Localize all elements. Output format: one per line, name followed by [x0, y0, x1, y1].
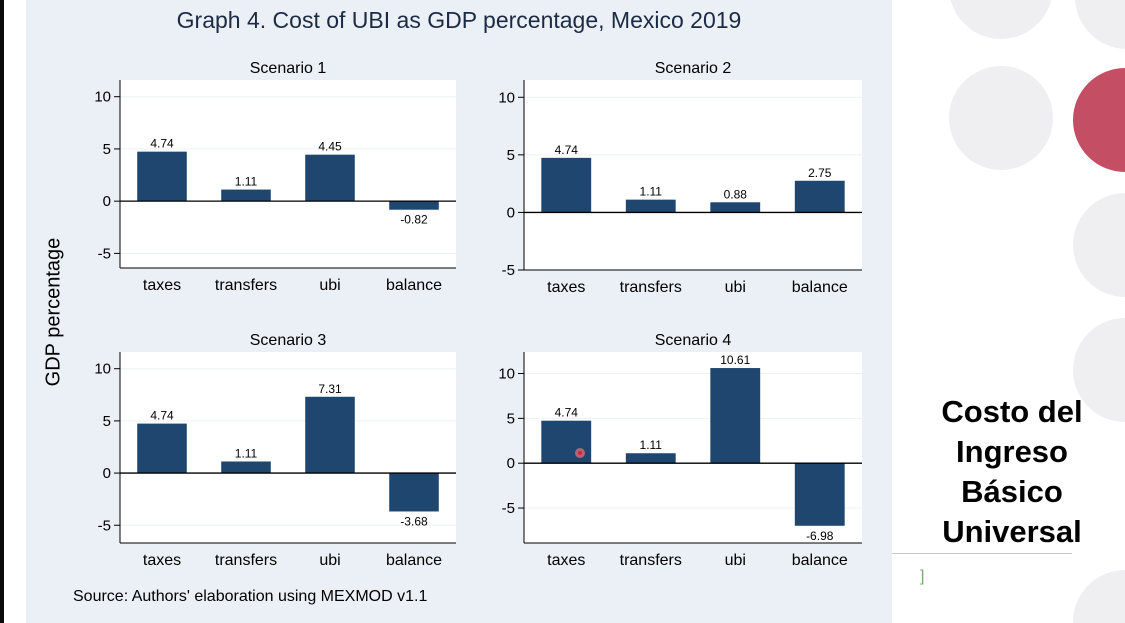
x-tick-label: balance	[792, 279, 848, 296]
x-tick-label: balance	[386, 552, 442, 569]
bar	[221, 189, 271, 202]
panel-title: Scenario 2	[655, 60, 732, 77]
x-tick-label: ubi	[725, 552, 746, 569]
bar	[710, 368, 761, 464]
y-tick-label: -5	[502, 500, 515, 517]
x-tick-label: taxes	[143, 277, 181, 294]
panel-title: Scenario 4	[655, 332, 732, 349]
x-tick-label: balance	[386, 277, 442, 294]
window-edge	[0, 0, 4, 623]
y-tick-label: 10	[94, 89, 111, 106]
bar	[541, 420, 592, 464]
bar-value-label: 2.75	[808, 166, 832, 180]
y-tick-label: -5	[98, 517, 111, 534]
x-tick-label: transfers	[215, 277, 277, 294]
x-tick-label: transfers	[620, 552, 682, 569]
bar-value-label: 1.11	[235, 446, 258, 460]
bar	[389, 201, 439, 210]
bar-value-label: 1.11	[640, 438, 663, 452]
sidebar-mark: ]	[920, 568, 925, 585]
bar-value-label: -0.82	[400, 213, 428, 227]
y-tick-label: 0	[103, 465, 111, 482]
bar	[625, 199, 676, 213]
y-tick-label: 5	[507, 410, 515, 427]
bar-value-label: 0.88	[724, 187, 748, 201]
y-tick-label: 0	[507, 204, 515, 221]
y-tick-label: 0	[507, 455, 515, 472]
bar-value-label: 7.31	[318, 382, 342, 396]
sidebar-decoration: Costo del Ingreso Básico Universal ]	[892, 0, 1125, 623]
bar-value-label: 1.11	[235, 175, 258, 189]
y-tick-label: 0	[103, 193, 111, 210]
decor-circle	[1075, 0, 1125, 49]
source-note: Source: Authors' elaboration using MEXMO…	[73, 588, 428, 605]
bar-value-label: 4.74	[150, 409, 174, 423]
bar-value-label: 4.45	[318, 140, 342, 154]
sidebar-title-line: Costo del	[941, 394, 1083, 429]
bar	[389, 473, 439, 512]
sidebar-title: Costo del Ingreso Básico Universal	[912, 392, 1112, 552]
x-tick-label: taxes	[547, 552, 585, 569]
x-tick-label: transfers	[620, 279, 682, 296]
x-tick-label: taxes	[143, 552, 181, 569]
y-tick-label: 5	[507, 147, 515, 164]
bar	[221, 461, 271, 474]
bar	[541, 157, 592, 213]
bar	[137, 151, 187, 202]
bar	[794, 463, 845, 526]
bar	[794, 180, 845, 213]
y-tick-label: -5	[98, 245, 111, 262]
bar-value-label: 4.74	[150, 137, 174, 151]
sidebar-title-line: Ingreso	[956, 434, 1068, 469]
x-tick-label: transfers	[215, 552, 277, 569]
sidebar-divider	[892, 553, 1072, 554]
bar-value-label: -3.68	[400, 514, 428, 528]
charts-canvas: Scenario 1 4.74 taxes 1.11 transfers 4.45 ubi -…	[94, 60, 862, 569]
decor-circle-accent	[1073, 68, 1125, 172]
panel-title: Scenario 1	[250, 60, 327, 77]
bar	[710, 202, 761, 213]
bar	[305, 396, 355, 474]
cursor-indicator-dot	[578, 451, 582, 455]
bar-value-label: 4.74	[555, 143, 579, 157]
decor-circle	[1073, 193, 1125, 297]
sidebar-title-line: Básico	[961, 474, 1063, 509]
sidebar-title-line: Universal	[942, 514, 1082, 549]
figure-title: Graph 4. Cost of UBI as GDP percentage, …	[176, 7, 742, 33]
y-tick-label: 5	[103, 413, 111, 430]
x-tick-label: taxes	[547, 279, 585, 296]
bar	[137, 423, 187, 474]
x-tick-label: ubi	[319, 552, 340, 569]
bar-value-label: -6.98	[806, 529, 834, 543]
x-tick-label: balance	[792, 552, 848, 569]
panel-title: Scenario 3	[250, 332, 327, 349]
bar-value-label: 1.11	[640, 185, 663, 199]
bar	[625, 453, 676, 464]
decor-circle	[1073, 570, 1125, 623]
y-tick-label: 5	[103, 141, 111, 158]
bar-value-label: 10.61	[720, 353, 750, 367]
y-tick-label: 10	[498, 89, 515, 106]
bar	[305, 154, 355, 202]
x-tick-label: ubi	[725, 279, 746, 296]
bar-value-label: 4.74	[555, 406, 579, 420]
x-tick-label: ubi	[319, 277, 340, 294]
decor-circle	[949, 0, 1053, 39]
decor-circle	[949, 66, 1053, 170]
y-tick-label: 10	[498, 366, 515, 383]
y-tick-label: -5	[502, 262, 515, 279]
y-tick-label: 10	[94, 361, 111, 378]
